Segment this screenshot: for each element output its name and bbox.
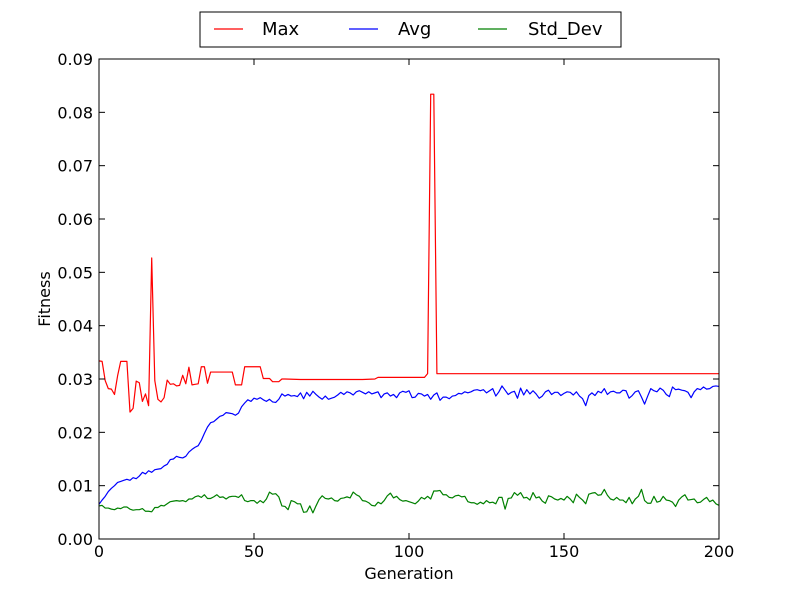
y-tick-label: 0.09 (57, 50, 93, 69)
series-line-std-dev (98, 488, 720, 514)
x-axis-label: Generation (364, 564, 453, 583)
x-axis: 0 50 100 150 200 (94, 59, 734, 561)
legend-label-avg: Avg (398, 19, 431, 40)
legend: Max Avg Std_Dev (199, 11, 622, 48)
x-tick-label: 0 (94, 542, 104, 561)
y-tick-label: 0.02 (57, 423, 93, 442)
legend-box (199, 11, 622, 48)
series-line-max (98, 93, 719, 413)
series-layer (98, 93, 720, 514)
legend-label-max: Max (262, 19, 300, 40)
y-tick-label: 0.06 (57, 210, 93, 229)
series-line-avg (98, 385, 720, 505)
y-tick-label: 0.07 (57, 157, 93, 176)
x-tick-label: 150 (549, 542, 580, 561)
y-tick-label: 0.05 (57, 263, 93, 282)
y-tick-label: 0.01 (57, 477, 93, 496)
y-tick-label: 0.04 (57, 317, 93, 336)
y-axis-label: Fitness (35, 271, 54, 326)
plot-area (99, 59, 719, 539)
y-tick-label: 0.00 (57, 530, 93, 549)
y-tick-label: 0.08 (57, 103, 93, 122)
x-tick-label: 50 (244, 542, 264, 561)
x-tick-label: 100 (394, 542, 425, 561)
legend-label-std-dev: Std_Dev (528, 19, 603, 40)
y-tick-label: 0.03 (57, 370, 93, 389)
x-tick-label: 200 (704, 542, 735, 561)
y-axis: 0.00 0.01 0.02 0.03 0.04 0.05 0.06 0.07 0.08 0.09 (57, 50, 719, 549)
